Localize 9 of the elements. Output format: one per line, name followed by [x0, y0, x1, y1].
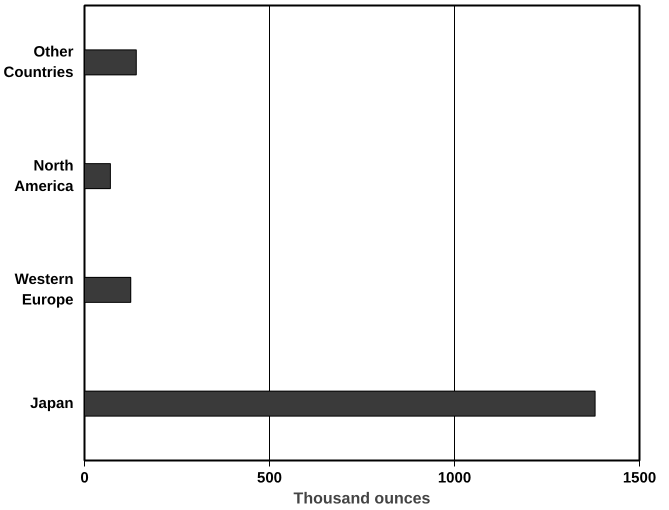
- x-tick-label: 0: [80, 470, 89, 486]
- x-tick-label: 500: [256, 470, 282, 486]
- x-tick-label: 1500: [622, 470, 656, 486]
- x-tick-label: 1000: [438, 470, 472, 486]
- y-tick-label: North America: [14, 157, 74, 195]
- y-tick-label: Western Europe: [14, 271, 74, 309]
- y-tick-label: Japan: [30, 395, 74, 412]
- x-axis-title: Thousand ounces: [294, 490, 431, 508]
- y-tick-label: Other Countries: [3, 44, 74, 82]
